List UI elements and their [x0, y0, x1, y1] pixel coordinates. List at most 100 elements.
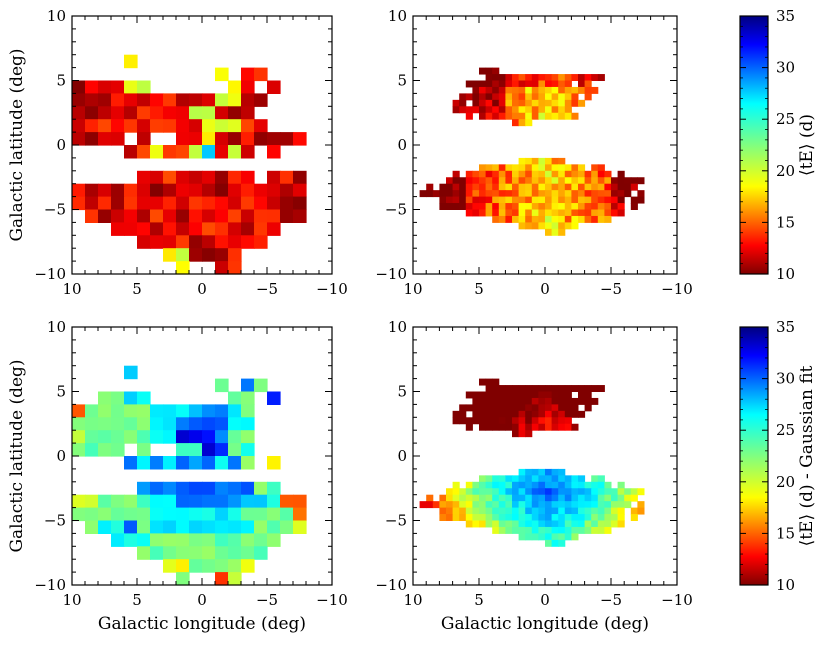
heatmap-cell	[564, 385, 572, 392]
heatmap-cell	[525, 507, 533, 515]
heatmap-cell	[597, 494, 605, 502]
heatmap-cell	[531, 526, 539, 534]
x-tick-label: 10	[403, 591, 422, 609]
heatmap-cell	[571, 183, 579, 191]
heatmap-cell	[597, 488, 605, 496]
heatmap-cell	[485, 481, 493, 489]
heatmap-cell	[202, 209, 216, 223]
heatmap-cell	[241, 417, 255, 431]
heatmap-cell	[479, 209, 487, 217]
heatmap-cell	[498, 488, 506, 496]
colorbar	[739, 15, 769, 275]
heatmap-cell	[604, 507, 612, 515]
x-tick-label: 0	[197, 280, 207, 298]
heatmap-cell	[189, 520, 203, 534]
heatmap-cell	[525, 170, 533, 178]
heatmap-cell	[558, 228, 566, 236]
heatmap-cell	[215, 106, 229, 120]
heatmap-cell	[492, 203, 500, 210]
heatmap-cell	[228, 183, 242, 198]
heatmap-cell	[176, 196, 190, 211]
heatmap-cell	[492, 164, 500, 172]
heatmap-cell	[597, 190, 605, 198]
heatmap-cell	[571, 494, 579, 502]
heatmap-cell	[452, 177, 460, 185]
heatmap-cell	[426, 183, 434, 191]
heatmap-cell	[98, 183, 112, 198]
heatmap-cell	[176, 481, 190, 496]
heatmap-cell	[531, 209, 539, 217]
heatmap-cell	[189, 145, 203, 159]
heatmap-cell	[518, 86, 526, 94]
heatmap-cell	[525, 533, 533, 541]
heatmap-cell	[512, 404, 520, 412]
heatmap-cell	[472, 183, 480, 191]
heatmap-cell	[564, 80, 572, 88]
heatmap-cell	[241, 93, 255, 107]
heatmap-cell	[545, 514, 553, 521]
heatmap-cell	[111, 520, 125, 534]
heatmap-cell	[564, 86, 572, 94]
heatmap-cell	[518, 196, 526, 204]
heatmap-cell	[111, 93, 125, 107]
heatmap-cell	[241, 507, 255, 522]
heatmap-cell	[163, 170, 177, 185]
heatmap-cell	[150, 183, 164, 198]
heatmap-cell	[228, 481, 242, 496]
heatmap-cell	[564, 417, 572, 425]
heatmap-cell	[215, 132, 229, 146]
heatmap-cell	[72, 196, 86, 211]
heatmap-cell	[512, 99, 520, 107]
heatmap-cell	[558, 514, 566, 521]
heatmap-cell	[465, 106, 473, 114]
heatmap-cell	[538, 507, 546, 515]
heatmap-cell	[485, 80, 493, 88]
heatmap-cell	[163, 235, 177, 249]
heatmap-cell	[558, 397, 566, 405]
heatmap-cell	[564, 488, 572, 496]
heatmap-cell	[558, 539, 566, 547]
heatmap-cell	[137, 404, 151, 418]
heatmap-cell	[551, 475, 559, 483]
heatmap-cell	[472, 391, 480, 399]
heatmap-cell	[505, 501, 513, 509]
heatmap-cell	[293, 507, 307, 522]
heatmap-cell	[163, 533, 177, 547]
heatmap-cell	[531, 494, 539, 502]
heatmap-cell	[591, 494, 599, 502]
heatmap-cell	[446, 514, 454, 521]
heatmap-cell	[518, 112, 526, 120]
heatmap-cell	[551, 391, 559, 399]
heatmap-cell	[617, 190, 625, 198]
heatmap-cell	[280, 170, 294, 185]
heatmap-cell	[426, 501, 434, 509]
heatmap-cell	[498, 494, 506, 502]
heatmap-cell	[531, 215, 539, 223]
heatmap-cell	[459, 177, 467, 185]
heatmap-cell	[293, 196, 307, 211]
heatmap-cell	[512, 164, 520, 172]
heatmap-cell	[518, 177, 526, 185]
heatmap-cell	[124, 106, 138, 120]
heatmap-cell	[512, 417, 520, 425]
x-tick-label: 5	[474, 591, 484, 609]
heatmap-cell	[591, 520, 599, 528]
heatmap-cell	[564, 196, 572, 204]
heatmap-cell	[551, 514, 559, 521]
y-tick-label: 10	[47, 318, 66, 336]
heatmap-cell	[545, 222, 553, 230]
heatmap-cell	[591, 488, 599, 496]
heatmap-cell	[150, 196, 164, 211]
heatmap-cell	[498, 385, 506, 392]
heatmap-cell	[189, 222, 203, 236]
heatmap-cell	[551, 196, 559, 204]
heatmap-cell	[512, 106, 520, 114]
heatmap-cell	[241, 106, 255, 120]
heatmap-cell	[512, 93, 520, 101]
heatmap-cell	[538, 157, 546, 165]
heatmap-cell	[465, 514, 473, 521]
heatmap-cell	[564, 190, 572, 198]
heatmap-cell	[558, 475, 566, 483]
heatmap-cell	[215, 248, 229, 262]
heatmap-cell	[617, 507, 625, 515]
